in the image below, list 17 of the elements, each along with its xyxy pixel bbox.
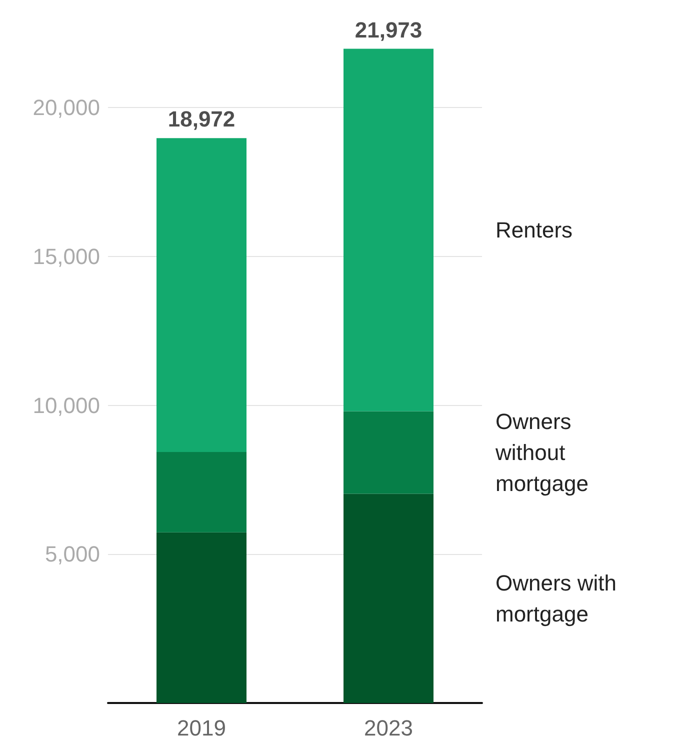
y-tick-label: 5,000 xyxy=(44,542,100,567)
bar xyxy=(344,411,434,494)
y-tick-label: 20,000 xyxy=(32,95,100,120)
text: Renters xyxy=(496,218,573,243)
bar xyxy=(156,452,246,532)
total-label: 18,972 xyxy=(168,106,236,132)
bar xyxy=(156,138,246,452)
total-label: 21,973 xyxy=(354,17,422,42)
bar xyxy=(156,532,246,703)
bar xyxy=(344,494,434,703)
x-tick-label: 2023 xyxy=(364,716,413,740)
text: Owners with mortgage xyxy=(496,570,617,626)
text: Owners without mortgage xyxy=(494,408,588,496)
x-tick-label: 2019 xyxy=(177,716,226,740)
y-tick-label: 10,000 xyxy=(32,392,100,418)
y-tick-label: 15,000 xyxy=(32,244,100,269)
bar xyxy=(344,48,434,412)
